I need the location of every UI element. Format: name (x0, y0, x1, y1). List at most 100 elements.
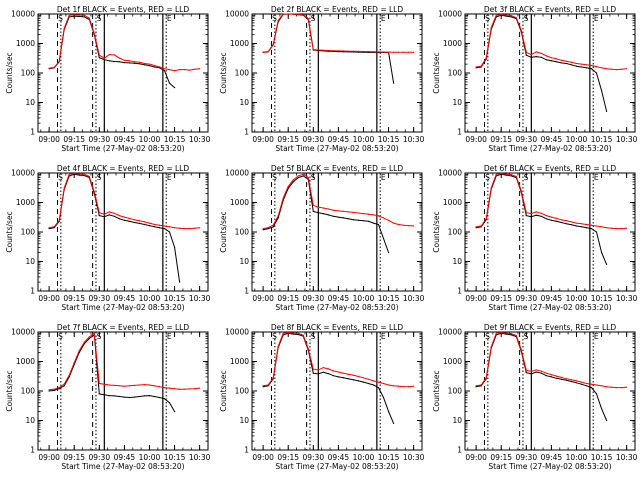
y-tick-label: 100 (21, 228, 36, 237)
data-point-lld (626, 227, 628, 229)
y-tick-label: 10000 (11, 169, 35, 178)
data-point-lld (352, 211, 354, 213)
state-annotation: E (167, 14, 172, 23)
data-point-lld (505, 14, 507, 16)
series-line-events (49, 333, 176, 412)
data-point-events (382, 237, 385, 240)
data-point-lld (184, 69, 186, 71)
data-point-lld (398, 51, 400, 53)
data-point-events (545, 218, 548, 220)
data-point-events (545, 59, 548, 61)
x-tick-label: 09:30 (302, 453, 324, 462)
x-axis-label: Start Time (27-May-02 08:53:20) (61, 144, 184, 153)
data-point-lld (88, 336, 90, 338)
data-point-lld (103, 57, 105, 59)
data-point-lld (393, 385, 395, 387)
y-tick-label: 10000 (438, 169, 462, 178)
data-point-events (297, 333, 299, 336)
data-point-lld (128, 385, 130, 387)
data-point-lld (272, 224, 274, 226)
plot-frame (251, 172, 423, 292)
data-point-lld (595, 225, 598, 227)
data-point-events (103, 394, 105, 396)
data-point-lld (53, 226, 55, 228)
data-point-lld (611, 227, 613, 229)
x-tick-label: 10:00 (566, 294, 588, 303)
x-tick-label: 09:30 (88, 294, 110, 303)
data-point-lld (490, 27, 492, 29)
data-point-events (108, 395, 110, 397)
data-point-events (153, 395, 156, 398)
panel-det-5: Det 5f BLACK = Events, RED = LLD 1 10 100 10… (219, 164, 425, 312)
data-point-lld (585, 382, 588, 385)
data-point-lld (194, 388, 196, 390)
series-line-lld (263, 13, 414, 53)
data-point-events (262, 229, 264, 231)
state-annotation: S (311, 332, 316, 341)
data-point-events (580, 66, 583, 68)
data-point-events (53, 389, 55, 391)
data-point-lld (490, 346, 492, 348)
data-point-lld (312, 204, 314, 206)
x-tick-label: 10:15 (378, 135, 400, 144)
data-point-lld (73, 362, 75, 364)
data-point-lld (621, 68, 623, 70)
data-point-lld (413, 51, 415, 53)
panel-title: Det 8f BLACK = Events, RED = LLD (271, 323, 404, 332)
data-point-lld (495, 332, 497, 334)
data-point-events (113, 60, 115, 63)
data-point-events (168, 402, 171, 404)
data-point-lld (520, 190, 522, 192)
data-point-lld (68, 173, 70, 175)
data-point-events (535, 214, 537, 216)
series-line-events (476, 332, 608, 421)
y-tick-label: 1000 (443, 357, 462, 366)
data-point-events (357, 219, 360, 221)
x-tick-label: 09:00 (465, 453, 487, 462)
data-point-events (377, 387, 380, 389)
data-point-lld (48, 67, 50, 69)
data-point-lld (199, 227, 201, 229)
data-point-lld (382, 217, 385, 219)
panel-det-4: Det 4f BLACK = Events, RED = LLD 1 10 100 10… (5, 164, 211, 312)
data-point-lld (505, 173, 507, 175)
x-tick-label: 09:15 (490, 294, 512, 303)
data-point-lld (48, 389, 50, 391)
data-point-events (510, 334, 512, 336)
data-point-lld (535, 369, 537, 371)
x-tick-label: 10:30 (189, 294, 211, 303)
data-point-events (168, 82, 171, 84)
data-point-events (322, 213, 324, 215)
series-line-events (263, 332, 395, 424)
data-point-lld (495, 14, 497, 16)
data-point-lld (327, 368, 329, 370)
data-point-events (143, 223, 146, 226)
x-tick-label: 09:45 (541, 294, 563, 303)
y-tick-label: 1 (457, 128, 462, 137)
x-tick-label: 10:15 (591, 453, 613, 462)
y-tick-label: 100 (448, 228, 463, 237)
x-tick-label: 09:45 (541, 453, 563, 462)
y-tick-label: 100 (21, 387, 36, 396)
data-point-lld (342, 50, 344, 52)
data-point-lld (158, 66, 161, 68)
y-axis-label: Counts/sec (5, 370, 14, 411)
data-point-lld (505, 332, 507, 334)
data-point-events (317, 373, 319, 375)
data-point-events (595, 72, 598, 74)
data-point-events (174, 411, 176, 413)
data-point-lld (158, 386, 161, 388)
data-point-lld (277, 19, 279, 22)
data-point-events (327, 373, 329, 375)
x-tick-label: 10:30 (403, 453, 425, 462)
data-point-lld (590, 383, 593, 385)
data-point-lld (287, 185, 289, 187)
data-point-lld (267, 384, 269, 386)
data-point-lld (560, 376, 563, 378)
data-point-lld (560, 219, 563, 221)
data-point-lld (292, 332, 294, 334)
x-tick-label: 09:45 (541, 135, 563, 144)
data-point-lld (98, 382, 100, 385)
data-point-lld (585, 223, 588, 226)
data-point-lld (98, 54, 100, 56)
